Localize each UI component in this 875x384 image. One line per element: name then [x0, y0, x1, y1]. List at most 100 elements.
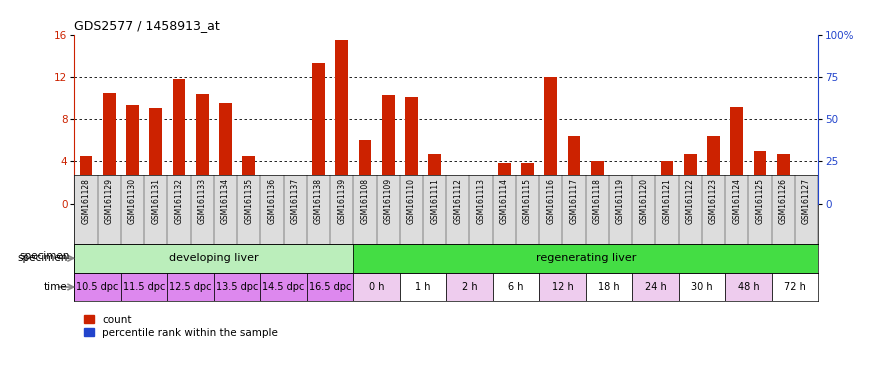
Bar: [684, 199, 696, 204]
Text: GSM161120: GSM161120: [640, 178, 648, 224]
Bar: [242, 156, 256, 204]
Bar: [354, 273, 400, 301]
Text: GSM161122: GSM161122: [686, 178, 695, 224]
Text: 2 h: 2 h: [462, 282, 477, 292]
Text: 0 h: 0 h: [368, 282, 384, 292]
Bar: [753, 198, 766, 204]
Bar: [307, 273, 354, 301]
Bar: [150, 199, 162, 204]
Bar: [103, 198, 116, 204]
Text: 14.5 dpc: 14.5 dpc: [262, 282, 304, 292]
Text: 13.5 dpc: 13.5 dpc: [216, 282, 258, 292]
Bar: [707, 198, 720, 204]
Text: GSM161108: GSM161108: [360, 178, 369, 224]
Text: GSM161129: GSM161129: [105, 178, 114, 224]
Bar: [80, 199, 93, 204]
Bar: [428, 154, 441, 204]
Text: GSM161118: GSM161118: [593, 178, 602, 224]
Bar: [679, 273, 725, 301]
Bar: [800, 181, 813, 204]
Text: 16.5 dpc: 16.5 dpc: [309, 282, 351, 292]
Text: 24 h: 24 h: [645, 282, 666, 292]
Bar: [80, 156, 93, 204]
Bar: [753, 151, 766, 204]
Bar: [614, 203, 627, 204]
Text: GSM161132: GSM161132: [174, 178, 184, 224]
Bar: [498, 199, 511, 204]
Bar: [632, 273, 679, 301]
Bar: [591, 161, 604, 204]
Bar: [74, 273, 121, 301]
Bar: [289, 200, 302, 204]
Text: 12.5 dpc: 12.5 dpc: [170, 282, 212, 292]
Bar: [661, 161, 674, 204]
Text: GSM161127: GSM161127: [802, 178, 811, 224]
Bar: [214, 273, 261, 301]
Bar: [289, 198, 302, 204]
Bar: [637, 200, 650, 204]
Bar: [614, 202, 627, 204]
Bar: [498, 164, 511, 204]
Text: 6 h: 6 h: [508, 282, 524, 292]
Text: 48 h: 48 h: [738, 282, 760, 292]
Text: GSM161123: GSM161123: [709, 178, 718, 224]
Bar: [400, 273, 446, 301]
Text: GSM161112: GSM161112: [453, 178, 462, 224]
Bar: [725, 273, 772, 301]
Bar: [335, 40, 348, 204]
Text: GSM161116: GSM161116: [546, 178, 556, 224]
Bar: [219, 103, 232, 204]
Bar: [475, 201, 487, 204]
Bar: [261, 273, 307, 301]
Bar: [591, 199, 604, 204]
Text: GSM161125: GSM161125: [755, 178, 765, 224]
Bar: [544, 198, 557, 204]
Bar: [661, 199, 674, 204]
Bar: [800, 203, 813, 204]
Bar: [568, 199, 580, 204]
Text: GSM161138: GSM161138: [314, 178, 323, 224]
Bar: [452, 200, 465, 204]
Bar: [446, 273, 493, 301]
Bar: [731, 198, 743, 204]
Text: GDS2577 / 1458913_at: GDS2577 / 1458913_at: [74, 19, 220, 32]
Text: GSM161124: GSM161124: [732, 178, 741, 224]
Text: GSM161128: GSM161128: [81, 178, 90, 224]
Text: GSM161110: GSM161110: [407, 178, 416, 224]
Bar: [382, 198, 395, 204]
Bar: [731, 108, 743, 204]
Text: GSM161115: GSM161115: [523, 178, 532, 224]
Bar: [493, 273, 539, 301]
Bar: [103, 93, 116, 204]
Bar: [684, 154, 696, 204]
Text: GSM161134: GSM161134: [221, 178, 230, 224]
Bar: [335, 198, 348, 204]
Bar: [475, 203, 487, 204]
Bar: [167, 273, 214, 301]
Bar: [405, 198, 417, 204]
Text: developing liver: developing liver: [169, 253, 259, 263]
Bar: [219, 198, 232, 204]
Bar: [172, 79, 186, 204]
Text: GSM161139: GSM161139: [337, 178, 346, 224]
Text: specimen: specimen: [17, 253, 67, 263]
Bar: [265, 185, 278, 204]
Bar: [777, 199, 789, 204]
Text: 1 h: 1 h: [416, 282, 430, 292]
Text: 10.5 dpc: 10.5 dpc: [76, 282, 119, 292]
Bar: [544, 77, 557, 204]
Text: GSM161113: GSM161113: [477, 178, 486, 224]
Bar: [265, 199, 278, 204]
Text: GSM161117: GSM161117: [570, 178, 578, 224]
Text: specimen: specimen: [19, 251, 70, 262]
Bar: [777, 154, 789, 204]
Bar: [126, 199, 139, 204]
Bar: [637, 190, 650, 204]
Bar: [150, 109, 162, 204]
Bar: [126, 105, 139, 204]
Text: regenerating liver: regenerating liver: [536, 253, 636, 263]
Text: GSM161133: GSM161133: [198, 178, 206, 224]
Bar: [707, 136, 720, 204]
Bar: [522, 164, 534, 204]
Text: GSM161114: GSM161114: [500, 178, 509, 224]
